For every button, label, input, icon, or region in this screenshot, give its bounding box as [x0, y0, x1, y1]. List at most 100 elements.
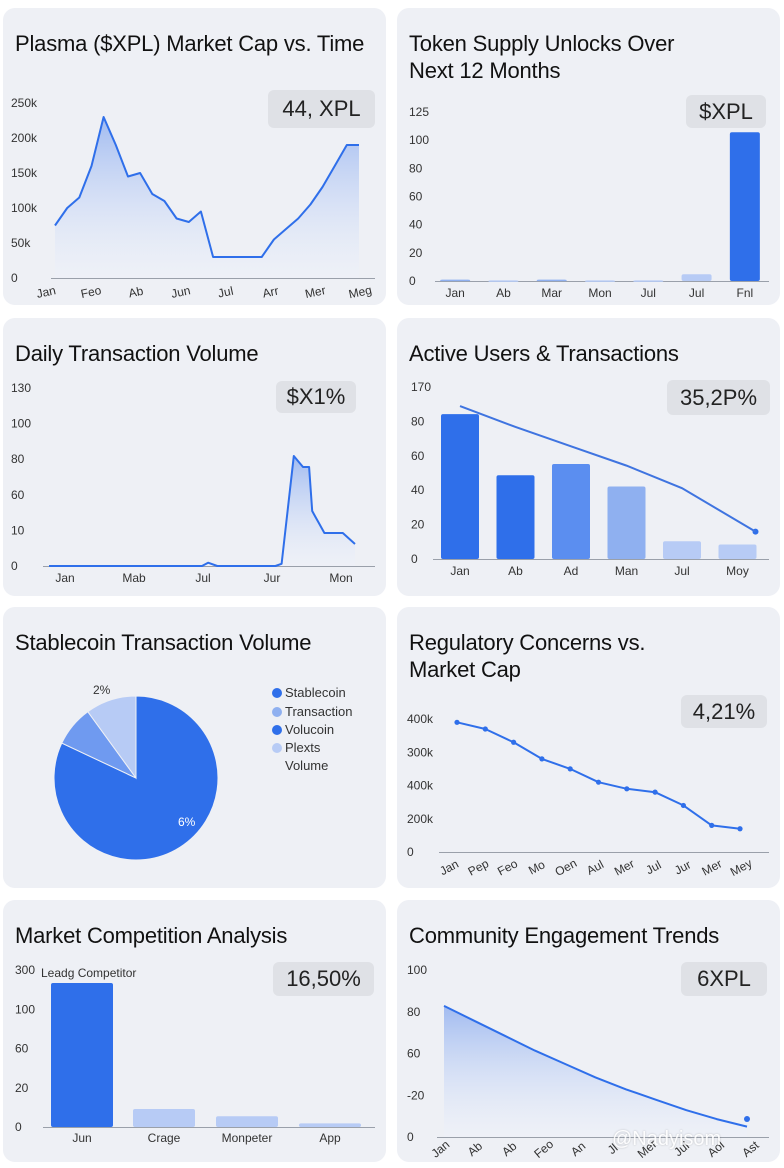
y-tick-label: 80 [11, 452, 25, 466]
y-tick-label: 300 [15, 963, 35, 977]
market-cap-area-chart: 0 50k 100k 150k 200k 250k Jan Feo Ab Jun Jul Arr Mer… [11, 96, 375, 301]
legend-label: Transaction [285, 704, 352, 719]
x-tick-label: Jun [72, 1131, 91, 1145]
chart-card-daily-volume: Daily Transaction Volume $X1% 0 10 60 80 100… [3, 318, 386, 596]
bar [216, 1116, 278, 1127]
bar [718, 544, 757, 559]
x-tick-label: Crage [148, 1131, 181, 1145]
x-tick-label: Man [615, 564, 638, 578]
series-line [49, 455, 356, 567]
x-tick-label: Mar [541, 286, 562, 300]
legend-label: Plexts [285, 740, 321, 755]
x-tick-label: Jur [264, 571, 281, 585]
legend-marker [272, 725, 282, 735]
value-badge: $XPL [686, 95, 766, 128]
y-tick-label: 150k [11, 166, 38, 180]
bar [441, 414, 479, 559]
slice-label: 2% [93, 683, 111, 697]
x-tick-label: Jan [450, 564, 469, 578]
x-tick-label: Mer [612, 856, 637, 878]
chart-card-regulatory: Regulatory Concerns vs. Market Cap 4,21%… [397, 607, 780, 888]
y-tick-label: 300k [407, 745, 434, 759]
chart-title: Market Competition Analysis [15, 923, 288, 948]
chart-title: Token Supply Unlocks Over Next 12 Months [409, 31, 675, 83]
x-tick-label: Jul [674, 564, 689, 578]
bar [681, 274, 712, 281]
x-tick-label: Mab [122, 571, 146, 585]
x-tick-label: Ast [739, 1138, 762, 1160]
area-fill [444, 1005, 747, 1137]
chart-title: Daily Transaction Volume [15, 341, 259, 366]
bar [552, 464, 590, 559]
x-tick-label: Mey [728, 856, 755, 879]
data-point [652, 789, 658, 795]
x-tick-label: Jan [35, 283, 57, 301]
y-tick-label: 100 [409, 133, 429, 147]
x-tick-label: Mon [588, 286, 611, 300]
bar [633, 280, 664, 282]
data-point [744, 1116, 750, 1122]
y-tick-label: 100k [11, 201, 38, 215]
y-tick-label: 400k [407, 712, 434, 726]
y-tick-label: 125 [409, 105, 429, 119]
series-line [54, 116, 359, 258]
daily-volume-area-chart: 0 10 60 80 100 130 Jan Mab Jul Jur Mon [11, 381, 375, 585]
y-tick-label: 100 [407, 963, 427, 977]
x-tick-label: Jan [445, 286, 464, 300]
data-point [511, 739, 517, 745]
x-tick-label: Mo [526, 857, 548, 877]
y-tick-label: 0 [11, 271, 18, 285]
x-tick-label: Jan [429, 1137, 453, 1160]
x-tick-label: Feo [531, 1137, 556, 1161]
x-tick-label: Aul [584, 857, 606, 878]
active-users-bar-line-chart: 0 20 40 60 80 170 Jan Ab Ad Man Jul Moy [411, 380, 769, 578]
chart-card-active-users: Active Users & Transactions 35,2P% 0 20 40… [397, 318, 780, 596]
regulatory-line-chart: 0 200k 400k 300k 400k Jan Pep Feo Mo Oen Aul Mer Jul… [407, 712, 769, 879]
x-tick-label: Jul [643, 858, 663, 878]
x-tick-label: Ab [496, 286, 511, 300]
bar [440, 279, 471, 282]
y-tick-label: 20 [409, 246, 423, 260]
x-tick-label: Jul [641, 286, 656, 300]
value-badge: 16,50% [273, 962, 374, 996]
y-tick-label: 60 [11, 488, 25, 502]
y-tick-label: 80 [407, 1005, 421, 1019]
x-tick-label: Mon [329, 571, 352, 585]
bar [607, 486, 646, 559]
bar [299, 1123, 361, 1127]
y-tick-label: 60 [407, 1047, 421, 1061]
area-fill [49, 456, 355, 566]
y-tick-label: 0 [407, 1130, 414, 1144]
x-tick-label: Arr [261, 284, 280, 301]
x-tick-label: Ab [465, 1139, 485, 1159]
y-tick-label: 100 [15, 1002, 35, 1016]
x-tick-label: Oen [553, 856, 580, 879]
chart-card-community: Community Engagement Trends 6XPL 0 -20 60 8… [397, 900, 780, 1162]
chart-title: Regulatory Concerns vs. Market Cap [409, 630, 646, 682]
area-fill [55, 117, 359, 278]
bar [488, 280, 519, 282]
y-tick-label: 60 [15, 1042, 29, 1056]
chart-card-stablecoin-volume: Stablecoin Transaction Volume 6% 2% Stable… [3, 607, 386, 888]
x-tick-label: Jul [195, 571, 210, 585]
bar [51, 983, 113, 1127]
data-point [737, 826, 743, 832]
y-tick-label: 60 [409, 190, 423, 204]
data-point [482, 726, 488, 732]
x-tick-label: Jan [437, 857, 461, 878]
y-tick-label: 0 [407, 845, 414, 859]
bar [496, 475, 535, 559]
data-point [680, 802, 686, 809]
x-tick-label: Feo [495, 856, 520, 878]
legend-label: Volucoin [285, 722, 334, 737]
chart-card-market-cap: Plasma ($XPL) Market Cap vs. Time 44, XP… [3, 8, 386, 305]
y-tick-label: 400k [407, 779, 434, 793]
bar [133, 1109, 195, 1127]
y-tick-label: 250k [11, 96, 38, 110]
y-tick-label: 60 [411, 449, 425, 463]
bar [536, 279, 567, 282]
y-tick-label: 170 [411, 380, 431, 394]
x-tick-label: Jul [689, 286, 704, 300]
y-tick-label: 10 [11, 523, 25, 537]
